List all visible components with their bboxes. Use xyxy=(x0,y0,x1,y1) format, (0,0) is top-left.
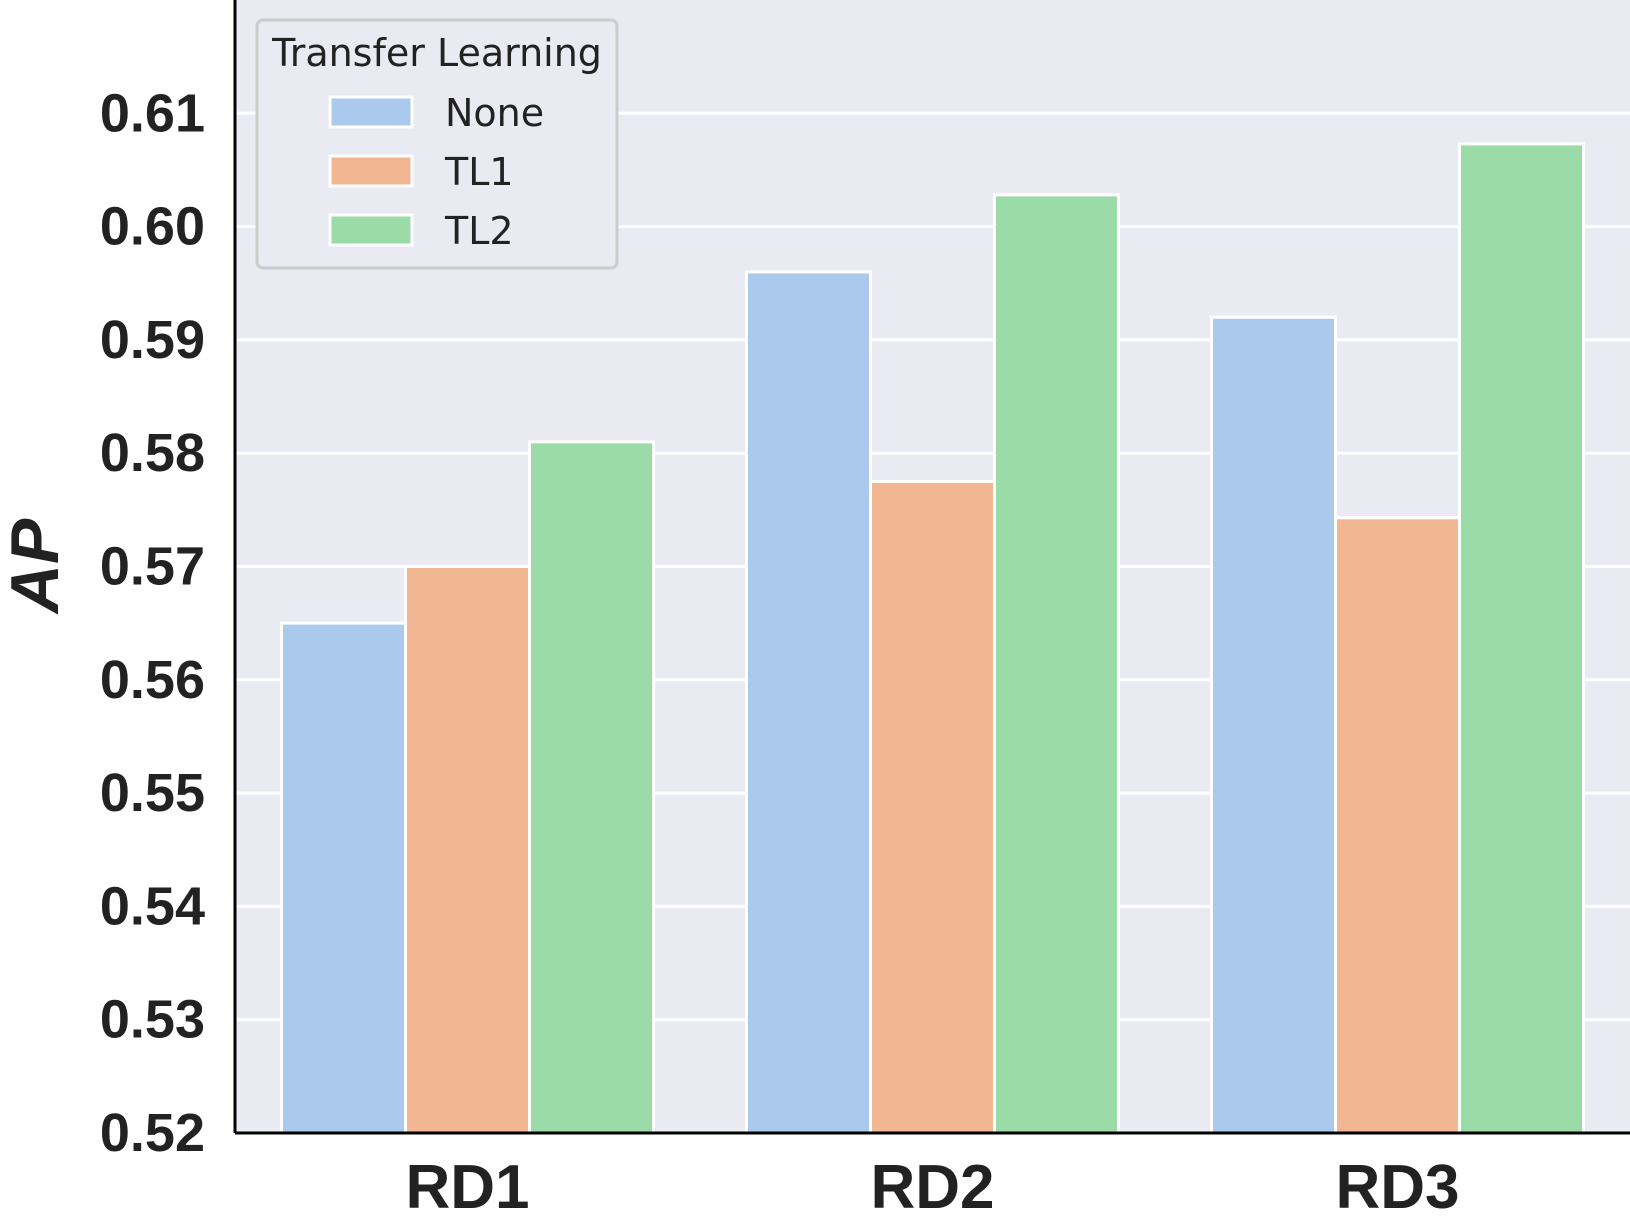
y-tick-label: 0.56 xyxy=(100,650,205,710)
legend-swatch-none xyxy=(328,95,414,129)
y-tick-label: 0.55 xyxy=(100,763,205,823)
x-tick-label: RD1 xyxy=(405,1153,529,1221)
y-tick-label: 0.53 xyxy=(100,990,205,1050)
x-tick-labels: RD1 RD2 RD3 xyxy=(405,1153,1459,1221)
bar-tl1-rd1 xyxy=(404,565,531,1135)
bar-none-rd2 xyxy=(745,270,872,1135)
bar-tl1-rd3 xyxy=(1334,516,1461,1135)
bar-tl1-rd2 xyxy=(869,480,996,1135)
y-tick-label: 0.61 xyxy=(100,83,205,143)
y-tick-label: 0.54 xyxy=(100,876,205,936)
y-tick-label: 0.52 xyxy=(100,1103,205,1163)
bars xyxy=(280,142,1585,1135)
legend: Transfer Learning None TL1 TL2 xyxy=(255,18,619,270)
y-tick-label: 0.59 xyxy=(100,310,205,370)
legend-frame xyxy=(255,18,619,270)
legend-label-none: None xyxy=(445,91,544,135)
y-tick-labels: 0.52 0.53 0.54 0.55 0.56 0.57 0.58 0.59 0.60 0.61 xyxy=(100,83,205,1163)
legend-label-tl1: TL1 xyxy=(444,150,514,194)
bar-none-rd3 xyxy=(1210,315,1337,1135)
legend-title: Transfer Learning xyxy=(271,31,602,75)
bar-tl2-rd2 xyxy=(993,193,1120,1135)
bar-tl2-rd1 xyxy=(528,440,655,1135)
x-tick-label: RD3 xyxy=(1335,1153,1459,1221)
legend-swatch-tl1 xyxy=(328,154,414,188)
legend-swatch-tl2 xyxy=(328,213,414,247)
bar-tl2-rd3 xyxy=(1458,142,1585,1135)
y-tick-label: 0.58 xyxy=(100,423,205,483)
y-tick-label: 0.57 xyxy=(100,537,205,597)
y-axis-label: AP xyxy=(0,518,73,615)
bar-none-rd1 xyxy=(280,621,407,1135)
legend-label-tl2: TL2 xyxy=(444,209,514,253)
x-tick-label: RD2 xyxy=(870,1153,994,1221)
y-tick-label: 0.60 xyxy=(100,197,205,257)
